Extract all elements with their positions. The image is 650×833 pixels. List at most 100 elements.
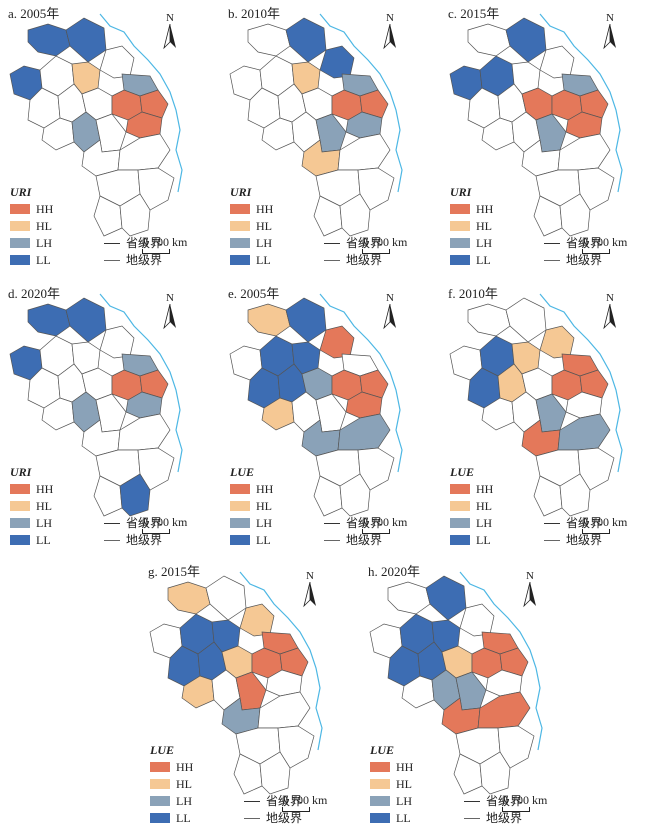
legend-swatch <box>230 484 250 494</box>
city-region <box>313 195 343 237</box>
panel-title: b. 2010年 <box>228 6 281 21</box>
scale-bar: 0 100 km <box>142 515 212 539</box>
city-region <box>559 473 591 517</box>
north-arrow-icon: N <box>600 12 620 50</box>
city-region <box>247 23 291 57</box>
legend-class-label: HL <box>256 499 272 513</box>
legend-class-label: HL <box>396 777 412 791</box>
city-region <box>65 297 107 343</box>
legend-class-label: LH <box>396 794 412 808</box>
city-region <box>425 575 467 621</box>
scale-bar: 0 100 km <box>362 235 432 259</box>
boundary-label: 省级界 <box>266 794 303 808</box>
city-region <box>467 23 511 57</box>
city-region <box>339 473 371 517</box>
map-panel: g. 2015年 N LUE HH HL LH LL 省级界 地级界 0 100 km <box>140 558 356 833</box>
legend-class-label: HH <box>256 202 274 216</box>
coastline <box>99 13 183 193</box>
legend-swatch <box>230 221 250 231</box>
legend-indicator: URI <box>10 465 32 479</box>
map-legend: LUE HH HL LH LL 省级界 地级界 0 100 km <box>368 743 578 833</box>
city-region <box>65 17 107 63</box>
legend-class-label: LH <box>476 236 492 250</box>
city-region <box>339 193 371 237</box>
legend-swatch <box>10 238 30 248</box>
legend-swatch <box>230 238 250 248</box>
city-region <box>279 647 309 677</box>
legend-class-label: HH <box>176 760 194 774</box>
legend-indicator: LUE <box>450 465 474 479</box>
city-region <box>247 303 291 337</box>
choropleth-map <box>449 293 623 517</box>
city-region <box>467 303 511 337</box>
city-region <box>285 17 327 63</box>
city-region <box>479 751 511 795</box>
scale-bar: 0 100 km <box>582 515 650 539</box>
map-panel: e. 2005年 N LUE HH HL LH LL 省级界 地级界 0 100 km <box>220 280 436 555</box>
legend-swatch <box>230 501 250 511</box>
north-arrow-icon: N <box>160 12 180 50</box>
north-label: N <box>166 292 174 304</box>
legend-class-label: HL <box>476 219 492 233</box>
north-label: N <box>166 12 174 24</box>
city-region <box>117 133 171 171</box>
legend-indicator: LUE <box>230 465 254 479</box>
legend-class-label: HH <box>396 760 414 774</box>
legend-class-label: HH <box>36 482 54 496</box>
north-label: N <box>306 570 314 582</box>
city-region <box>119 193 151 237</box>
legend-class-label: LL <box>256 533 271 547</box>
legend-swatch <box>150 796 170 806</box>
legend-class-label: HH <box>256 482 274 496</box>
map-panel: h. 2020年 N LUE HH HL LH LL 省级界 地级界 0 100 km <box>360 558 576 833</box>
choropleth-map <box>9 293 183 517</box>
legend-indicator: URI <box>450 185 472 199</box>
boundary-label: 地级界 <box>346 533 383 547</box>
scale-label: 0 100 km <box>142 235 188 249</box>
city-region <box>559 193 591 237</box>
legend-class-label: LH <box>176 794 192 808</box>
legend-swatch <box>10 221 30 231</box>
north-arrow-icon: N <box>520 570 540 608</box>
map-legend: URI HH HL LH LL 省级界 地级界 0 100 km <box>448 185 650 275</box>
choropleth-map <box>229 13 403 237</box>
north-label: N <box>606 12 614 24</box>
legend-swatch <box>10 204 30 214</box>
panel-title: e. 2005年 <box>228 286 280 301</box>
boundary-label: 地级界 <box>126 533 163 547</box>
legend-class-label: HL <box>256 219 272 233</box>
legend-indicator: LUE <box>370 743 394 757</box>
legend-indicator: URI <box>10 185 32 199</box>
north-label: N <box>526 570 534 582</box>
legend-class-label: LH <box>476 516 492 530</box>
city-region <box>579 89 609 119</box>
legend-swatch <box>450 535 470 545</box>
boundary-label: 地级界 <box>566 533 603 547</box>
boundary-label: 省级界 <box>486 794 523 808</box>
scale-bar: 0 100 km <box>282 793 352 817</box>
city-region <box>359 89 389 119</box>
city-region <box>93 195 123 237</box>
city-region <box>313 475 343 517</box>
scale-label: 0 100 km <box>582 235 628 249</box>
map-panel: d. 2020年 N URI HH HL LH LL 省级界 地级界 0 100 km <box>0 280 216 555</box>
boundary-label: 省级界 <box>566 236 603 250</box>
choropleth-map <box>9 13 183 237</box>
city-region <box>499 647 529 677</box>
legend-swatch <box>230 255 250 265</box>
legend-class-label: LL <box>396 811 411 825</box>
legend-class-label: LL <box>176 811 191 825</box>
coastline <box>539 13 623 193</box>
legend-swatch <box>230 518 250 528</box>
legend-class-label: LL <box>36 253 51 267</box>
city-region <box>139 89 169 119</box>
legend-swatch <box>450 518 470 528</box>
legend-indicator: URI <box>230 185 252 199</box>
north-label: N <box>386 292 394 304</box>
legend-swatch <box>10 518 30 528</box>
legend-class-label: LH <box>36 516 52 530</box>
legend-class-label: LL <box>256 253 271 267</box>
city-region <box>285 297 327 343</box>
legend-class-label: LH <box>256 516 272 530</box>
city-region <box>205 575 247 621</box>
